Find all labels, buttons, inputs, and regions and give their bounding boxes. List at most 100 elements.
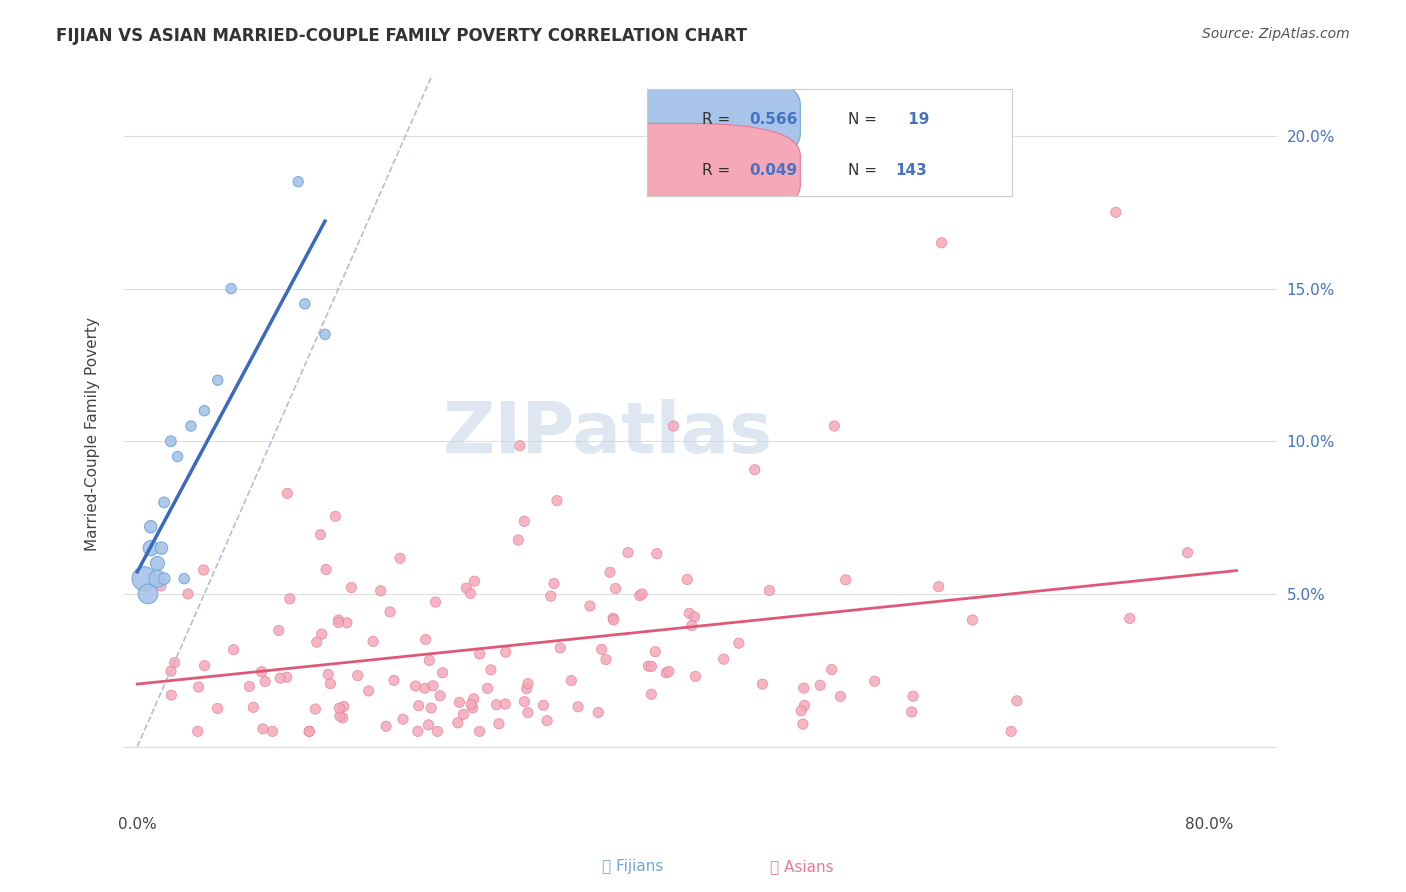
- Point: [278, 591, 301, 606]
- Point: [644, 645, 666, 659]
- Point: [793, 698, 815, 713]
- Point: [494, 697, 516, 711]
- Text: ZIPatlas: ZIPatlas: [443, 399, 773, 468]
- Point: [591, 642, 613, 657]
- Point: [863, 674, 886, 689]
- Point: [449, 695, 471, 709]
- Point: [187, 680, 209, 694]
- Point: [309, 527, 332, 541]
- Point: [792, 717, 814, 731]
- Point: [1177, 546, 1199, 560]
- Point: [314, 327, 336, 342]
- Point: [328, 613, 350, 627]
- Text: 143: 143: [896, 163, 927, 178]
- Point: [422, 679, 444, 693]
- Point: [460, 586, 482, 600]
- Point: [429, 689, 451, 703]
- Point: [820, 663, 842, 677]
- Point: [655, 665, 678, 680]
- Text: N =: N =: [848, 163, 882, 178]
- Point: [751, 677, 773, 691]
- Point: [311, 627, 333, 641]
- Point: [329, 709, 352, 723]
- Point: [685, 669, 707, 683]
- Point: [1000, 724, 1022, 739]
- Point: [146, 572, 169, 586]
- Point: [346, 668, 368, 682]
- Point: [758, 583, 780, 598]
- Point: [340, 581, 363, 595]
- Point: [516, 706, 538, 720]
- Point: [637, 659, 659, 673]
- Point: [567, 699, 589, 714]
- Point: [193, 563, 215, 577]
- FancyBboxPatch shape: [544, 72, 800, 166]
- Point: [658, 665, 681, 679]
- Point: [479, 663, 502, 677]
- Point: [136, 587, 159, 601]
- Point: [262, 724, 284, 739]
- Point: [468, 647, 491, 661]
- Point: [602, 611, 624, 625]
- Point: [328, 615, 350, 630]
- Point: [252, 722, 274, 736]
- Point: [830, 690, 852, 704]
- Point: [662, 419, 685, 434]
- Point: [485, 698, 508, 712]
- Point: [298, 724, 321, 739]
- Point: [595, 652, 617, 666]
- Point: [420, 701, 443, 715]
- Point: [222, 642, 245, 657]
- Point: [790, 704, 813, 718]
- Point: [1105, 205, 1128, 219]
- Point: [513, 695, 536, 709]
- Point: [900, 705, 922, 719]
- Point: [463, 691, 485, 706]
- Point: [546, 493, 568, 508]
- Point: [389, 551, 412, 566]
- Point: [408, 698, 430, 713]
- Point: [173, 572, 195, 586]
- Point: [628, 589, 651, 603]
- Point: [404, 679, 426, 693]
- Point: [793, 681, 815, 695]
- Point: [160, 664, 183, 678]
- Point: [219, 282, 242, 296]
- Point: [298, 724, 321, 739]
- Point: [468, 724, 491, 739]
- Point: [599, 566, 621, 580]
- Point: [645, 547, 668, 561]
- Point: [378, 605, 401, 619]
- Point: [463, 574, 485, 589]
- Point: [602, 613, 624, 627]
- Point: [727, 636, 749, 650]
- Text: R =: R =: [702, 112, 735, 127]
- Point: [418, 718, 440, 732]
- Point: [513, 514, 536, 528]
- Point: [382, 673, 405, 688]
- Point: [713, 652, 735, 666]
- Point: [375, 719, 398, 733]
- Point: [357, 684, 380, 698]
- Point: [361, 634, 384, 648]
- Point: [617, 545, 640, 559]
- Point: [332, 711, 354, 725]
- Point: [681, 618, 703, 632]
- Text: 19: 19: [903, 112, 929, 127]
- Point: [153, 495, 176, 509]
- Point: [319, 676, 342, 690]
- Point: [193, 403, 215, 417]
- Point: [509, 439, 531, 453]
- Text: ⬛ Asians: ⬛ Asians: [769, 859, 834, 874]
- Point: [488, 716, 510, 731]
- Point: [187, 724, 209, 739]
- Point: [315, 562, 337, 576]
- Point: [495, 645, 517, 659]
- Point: [1005, 694, 1028, 708]
- Point: [447, 715, 470, 730]
- Point: [1119, 611, 1142, 625]
- Text: 0.566: 0.566: [749, 112, 797, 127]
- Point: [901, 689, 924, 703]
- Point: [453, 707, 475, 722]
- Point: [540, 589, 562, 603]
